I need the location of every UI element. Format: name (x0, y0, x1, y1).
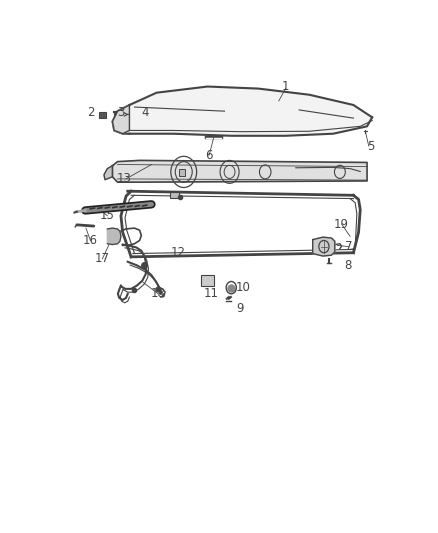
Text: 16: 16 (83, 234, 98, 247)
Text: 1: 1 (282, 80, 290, 93)
Polygon shape (313, 237, 335, 256)
Text: 4: 4 (141, 106, 148, 119)
Text: 17: 17 (95, 253, 110, 265)
Polygon shape (113, 105, 130, 134)
Text: 8: 8 (345, 259, 352, 271)
Polygon shape (130, 86, 372, 136)
Bar (201, 276, 214, 286)
Text: 12: 12 (171, 246, 186, 259)
Text: 10: 10 (236, 281, 251, 294)
Bar (179, 168, 185, 176)
Text: 2: 2 (87, 106, 94, 119)
Polygon shape (107, 228, 121, 245)
Text: 11: 11 (203, 287, 219, 300)
Text: 15: 15 (100, 209, 115, 222)
Text: 6: 6 (205, 149, 213, 161)
Polygon shape (104, 166, 113, 180)
Bar (99, 111, 106, 118)
Text: 9: 9 (236, 302, 244, 314)
Polygon shape (113, 160, 367, 182)
Text: 5: 5 (367, 140, 374, 152)
Text: 7: 7 (345, 240, 352, 253)
Text: 18: 18 (151, 287, 166, 300)
Text: 13: 13 (117, 172, 132, 185)
Bar (170, 191, 179, 198)
Text: 19: 19 (334, 217, 349, 230)
Text: 3: 3 (117, 106, 125, 119)
